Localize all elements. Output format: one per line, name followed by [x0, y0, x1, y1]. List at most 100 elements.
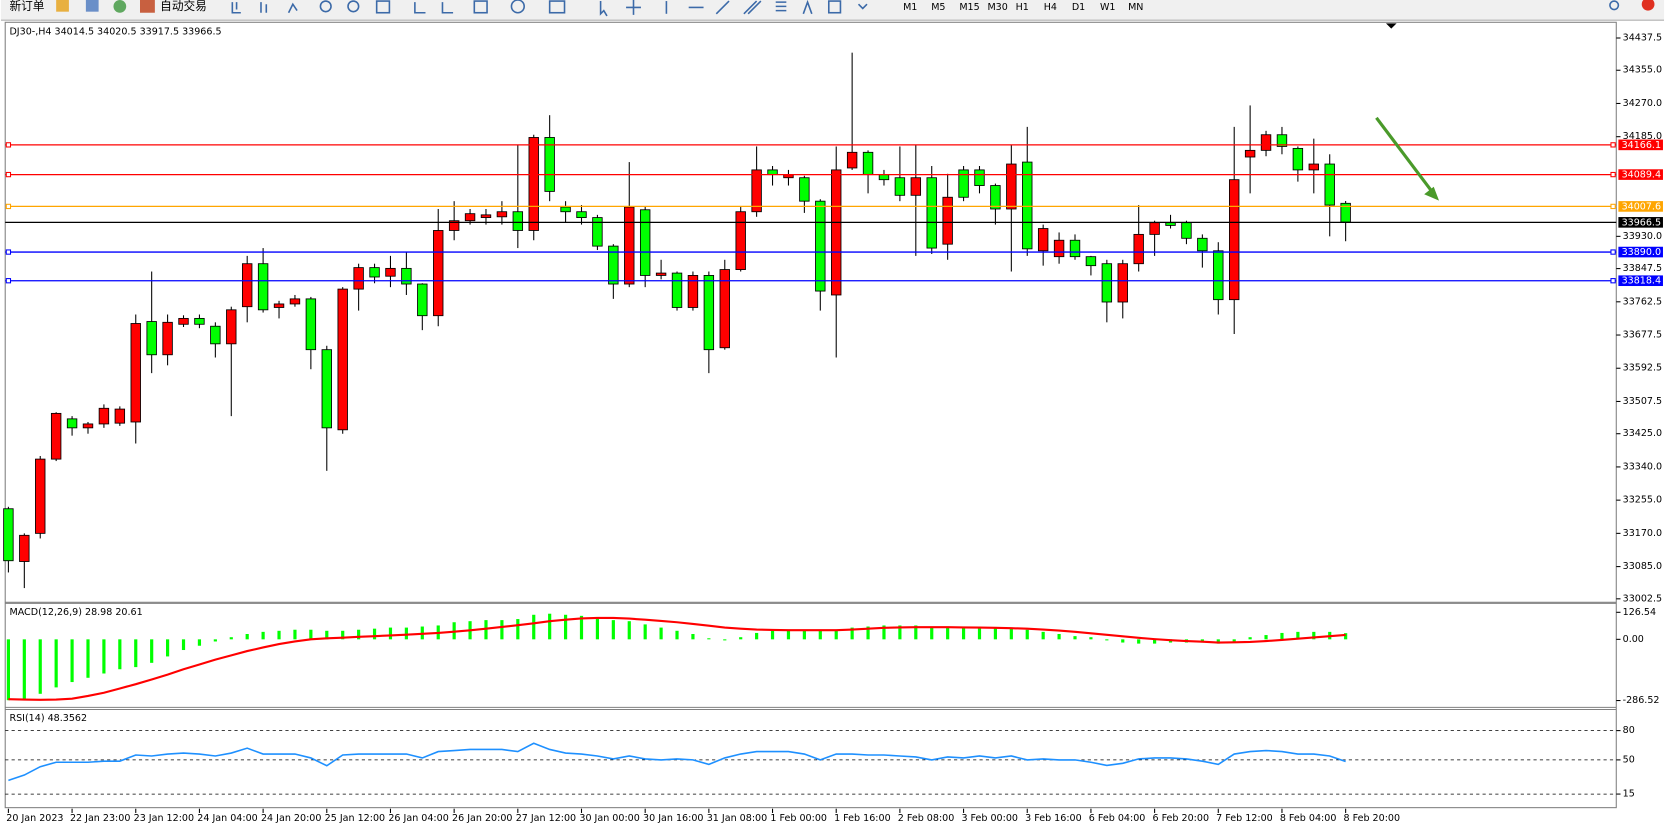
- bar-chart-icon[interactable]: [231, 2, 241, 14]
- timeframe-button[interactable]: M30: [987, 2, 1007, 13]
- search-icon[interactable]: [1609, 0, 1620, 11]
- candle-body: [831, 169, 842, 296]
- crosshair-icon[interactable]: [626, 0, 641, 15]
- x-tick-label: 2 Feb 08:00: [898, 813, 955, 824]
- candle-body: [1292, 147, 1304, 171]
- auto-trade-button[interactable]: 自动交易: [160, 0, 207, 13]
- rsi-title: RSI(14) 48.3562: [9, 713, 87, 724]
- fibo-icon[interactable]: [775, 1, 787, 12]
- auto-trade-icon[interactable]: [140, 0, 155, 13]
- timeframe-button[interactable]: M15: [959, 2, 979, 13]
- candle-body: [878, 174, 890, 181]
- level-handle: [5, 171, 12, 178]
- line-icon[interactable]: [287, 2, 298, 14]
- x-tick-label: 25 Jan 12:00: [325, 813, 385, 824]
- level-label: 34089.4: [1622, 170, 1661, 181]
- label-icon[interactable]: [827, 0, 842, 14]
- candle-body: [401, 267, 412, 285]
- x-tick-label: 23 Jan 12:00: [134, 813, 194, 824]
- candle-body: [958, 169, 969, 198]
- zoom-out[interactable]: [347, 0, 360, 13]
- timeframe-button[interactable]: H1: [1016, 2, 1029, 13]
- y-tick-label: 34355.0: [1623, 65, 1662, 76]
- icon[interactable]: [113, 0, 127, 13]
- candle-body: [687, 275, 699, 308]
- y-tick-label: 50: [1623, 754, 1635, 765]
- channel-icon[interactable]: [743, 0, 762, 15]
- y-tick-label: 33847.5: [1623, 263, 1662, 274]
- x-tick-label: 6 Feb 20:00: [1152, 813, 1209, 824]
- candle-body: [1085, 256, 1097, 267]
- candle-body: [767, 169, 778, 176]
- candle-body: [910, 177, 922, 196]
- y-tick-label: 33340.0: [1623, 461, 1662, 472]
- trendline-icon[interactable]: [715, 0, 730, 15]
- x-tick-label: 31 Jan 08:00: [707, 813, 767, 824]
- x-tick-label: 8 Feb 20:00: [1344, 813, 1401, 824]
- y-tick-label: 34270.0: [1623, 98, 1662, 109]
- level-handle: [1610, 171, 1616, 178]
- timeframe-button[interactable]: MN: [1128, 2, 1143, 13]
- candle-body: [385, 267, 396, 277]
- candle-body: [162, 321, 173, 356]
- x-tick-label: 3 Feb 16:00: [1025, 813, 1082, 824]
- candle-body: [1006, 163, 1017, 210]
- text-icon[interactable]: [802, 0, 813, 15]
- timeframe-button[interactable]: W1: [1100, 2, 1116, 13]
- level-label: 33890.0: [1622, 247, 1661, 258]
- candle-body: [576, 211, 587, 219]
- candle-body: [448, 220, 460, 231]
- zoom-in[interactable]: [319, 0, 332, 13]
- timeframe-button[interactable]: M1: [903, 2, 917, 13]
- timeframe-button[interactable]: H4: [1044, 2, 1057, 13]
- x-tick-label: 26 Jan 20:00: [452, 813, 512, 824]
- candle-body: [321, 349, 332, 429]
- chart-frame: [4, 21, 1617, 809]
- candle-body: [639, 209, 651, 276]
- candle-body: [1133, 233, 1144, 265]
- candle-body: [862, 151, 874, 176]
- level-handle: [5, 203, 12, 210]
- candle-body: [671, 272, 683, 308]
- shift-icon[interactable]: [414, 2, 426, 14]
- candle-body: [1197, 237, 1208, 252]
- level-label-box: [1618, 275, 1663, 287]
- new-order-button[interactable]: 新订单: [9, 0, 44, 13]
- candle-body: [241, 263, 253, 308]
- candle-body: [305, 298, 317, 351]
- level-handle: [5, 142, 12, 148]
- candle-body: [210, 325, 221, 345]
- candle-body: [655, 272, 667, 276]
- template-icon[interactable]: [548, 0, 566, 14]
- candle-body: [82, 423, 94, 429]
- notification[interactable]: [1641, 0, 1655, 11]
- period-icon[interactable]: [510, 0, 525, 14]
- y-tick-label: -286.52: [1623, 695, 1660, 706]
- icon[interactable]: [85, 0, 99, 12]
- cursor-icon[interactable]: [599, 1, 608, 17]
- candle-body: [194, 317, 205, 325]
- y-tick-label: 126.54: [1623, 607, 1656, 618]
- icon[interactable]: [56, 0, 69, 12]
- y-tick-label: 33677.5: [1623, 330, 1662, 341]
- level-handle: [5, 278, 12, 284]
- indicator-icon[interactable]: [473, 0, 488, 14]
- arrows-icon[interactable]: [857, 3, 868, 10]
- shift-marker: [1385, 23, 1397, 29]
- timeframe-button[interactable]: M5: [931, 2, 945, 13]
- candle-body: [226, 309, 237, 345]
- candle-body: [1260, 134, 1272, 151]
- y-tick-label: 33507.5: [1623, 396, 1662, 407]
- level-handle: [1610, 278, 1616, 284]
- candle-icon[interactable]: [260, 2, 268, 13]
- candle-body: [608, 245, 619, 285]
- tile-icon[interactable]: [375, 0, 391, 14]
- candle-body: [19, 534, 30, 562]
- autoscroll-icon[interactable]: [441, 2, 454, 14]
- candle-body: [799, 177, 810, 202]
- timeframe-button[interactable]: D1: [1072, 2, 1085, 13]
- y-tick-label: 34437.5: [1623, 33, 1662, 44]
- candle-body: [974, 169, 985, 186]
